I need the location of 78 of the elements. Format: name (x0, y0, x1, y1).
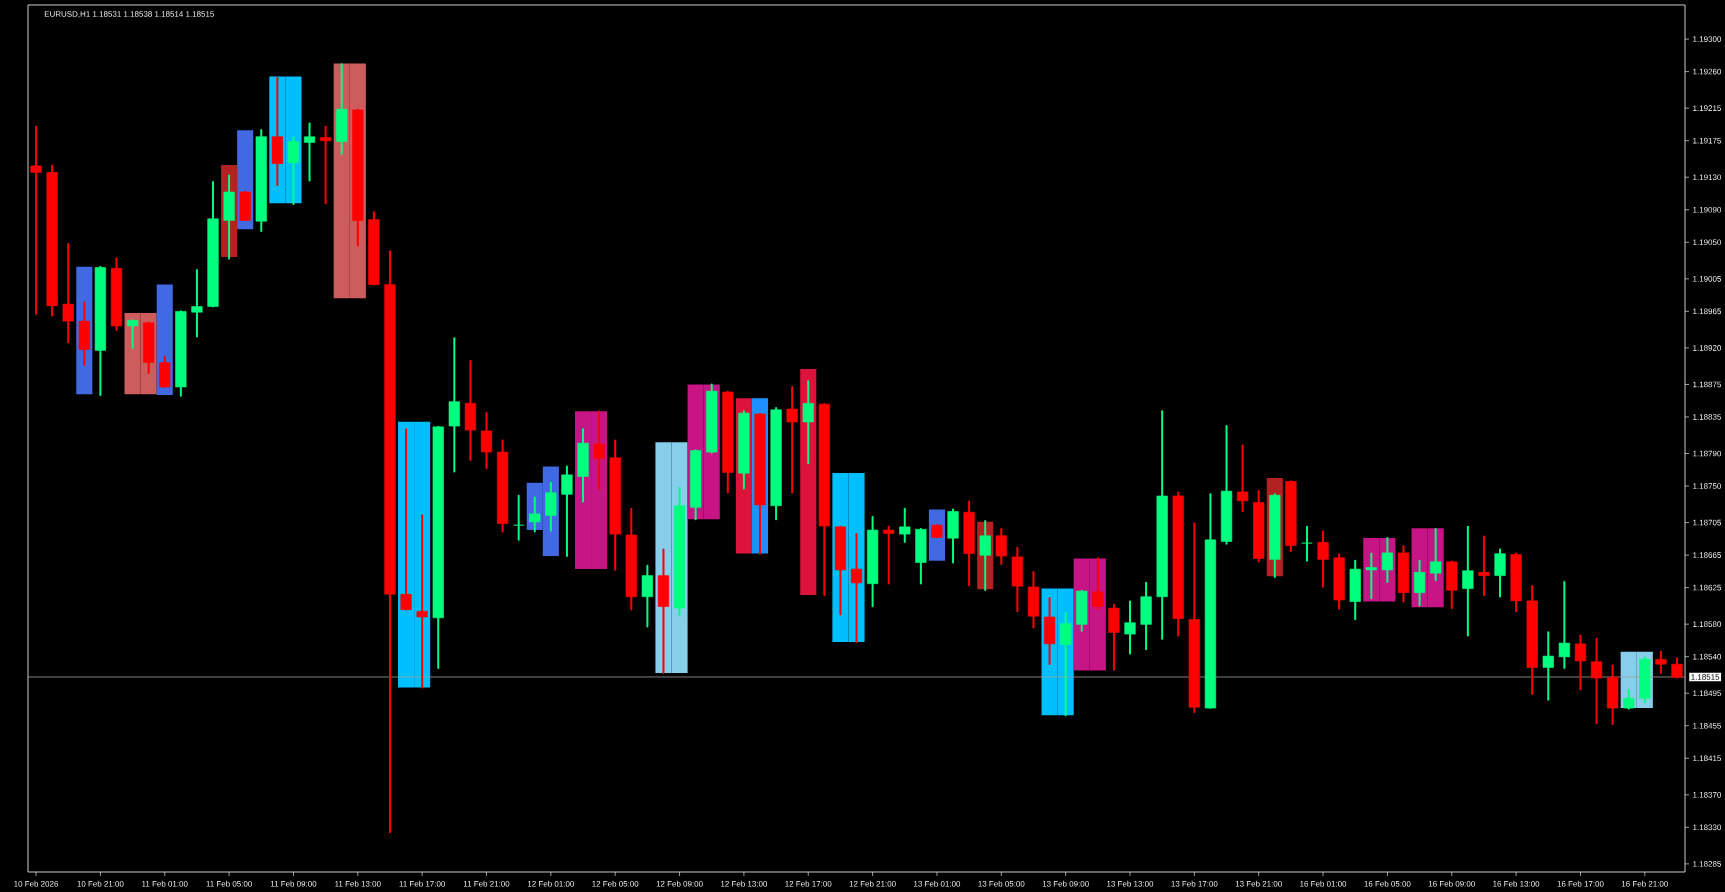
candlestick (1365, 552, 1377, 600)
candlestick (1446, 560, 1458, 609)
candlestick (947, 508, 959, 564)
candlestick (1108, 603, 1120, 671)
candlestick (625, 507, 637, 611)
candlestick (529, 496, 541, 533)
candlestick (1655, 650, 1667, 674)
candlestick (303, 122, 316, 182)
candlestick (818, 402, 830, 596)
candlestick (641, 564, 653, 628)
candlestick (545, 481, 557, 532)
candlestick (368, 211, 380, 286)
candlestick (1542, 631, 1554, 701)
candlestick (1188, 522, 1200, 713)
candlestick (1285, 480, 1297, 553)
candlestick (1269, 493, 1281, 579)
candlestick (1639, 656, 1651, 704)
candlestick (320, 125, 332, 205)
candlestick (94, 265, 106, 397)
candlestick (336, 63, 348, 155)
candlestick (593, 410, 605, 491)
candlestick (1092, 557, 1104, 610)
candlestick (1333, 553, 1345, 610)
candlestick (448, 337, 460, 473)
candlestick (159, 355, 171, 388)
candlestick (1253, 489, 1265, 563)
candlestick (513, 494, 525, 541)
candlestick (223, 174, 235, 260)
candlestick (1430, 528, 1442, 582)
candlestick (786, 385, 798, 494)
candlestick (1301, 525, 1313, 562)
candlestick (995, 528, 1007, 566)
candlestick (738, 410, 750, 490)
candlestick (1462, 525, 1474, 637)
candlestick (899, 507, 911, 544)
candlestick (690, 449, 702, 521)
candlestick (609, 439, 621, 571)
candlestick (1156, 410, 1168, 640)
candlestick (352, 108, 364, 247)
candlestick (1623, 688, 1635, 710)
candlestick (464, 359, 477, 462)
candlestick (1124, 600, 1136, 655)
candlestick (1172, 491, 1184, 637)
candlestick (1237, 444, 1249, 513)
candlestick (802, 380, 814, 465)
candlestick (191, 268, 203, 338)
candlestick (1494, 548, 1506, 598)
candlestick (722, 390, 734, 494)
candlestick (207, 181, 219, 308)
candlestick (1478, 535, 1490, 596)
candlestick (271, 77, 283, 187)
candlestick (1076, 589, 1088, 632)
candlestick (239, 190, 251, 222)
candlestick (1140, 581, 1152, 651)
candlestick (1011, 546, 1023, 613)
candlestick (30, 125, 42, 315)
candlestick (867, 515, 879, 608)
candlestick (1204, 493, 1217, 709)
candlestick (416, 514, 428, 689)
candlestick (883, 525, 895, 585)
candlestick (1607, 664, 1619, 726)
candlestick (931, 524, 943, 539)
candlestick (1349, 559, 1361, 621)
candlestick (754, 412, 766, 555)
candlestick (1317, 530, 1329, 588)
candlestick (496, 439, 509, 533)
candlestick (1558, 580, 1570, 670)
candlestick (62, 242, 74, 344)
candlestick (1671, 657, 1683, 679)
candlestick (706, 383, 718, 454)
candlestick (770, 407, 782, 521)
candlestick (1590, 637, 1603, 725)
candlestick (1526, 584, 1538, 696)
candlestick (255, 129, 267, 232)
candlestick (143, 321, 155, 375)
candlestick (1060, 611, 1072, 717)
candlestick (175, 310, 187, 397)
candlestick (561, 465, 573, 557)
